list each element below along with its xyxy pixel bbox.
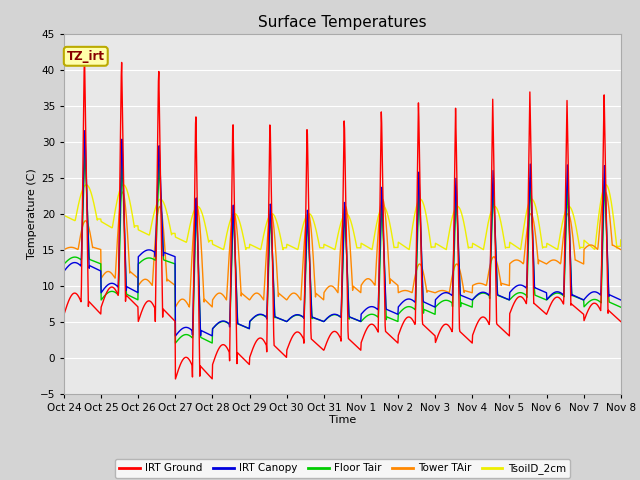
- Y-axis label: Temperature (C): Temperature (C): [27, 168, 37, 259]
- Tower TAir: [170, 282, 178, 288]
- Title: Surface Temperatures: Surface Temperatures: [258, 15, 427, 30]
- Tower TAir: [429, 289, 437, 295]
- IRT Ground: [617, 319, 625, 324]
- Line: IRT Canopy: IRT Canopy: [64, 131, 621, 336]
- IRT Canopy: [617, 297, 625, 303]
- Floor Tair: [185, 332, 193, 338]
- TsoilD_2cm: [83, 182, 90, 188]
- IRT Canopy: [552, 289, 559, 295]
- Floor Tair: [60, 261, 68, 267]
- Line: Floor Tair: Floor Tair: [64, 151, 621, 343]
- Line: IRT Ground: IRT Ground: [64, 54, 621, 379]
- IRT Ground: [60, 312, 68, 317]
- IRT Ground: [247, 351, 255, 357]
- Floor Tair: [429, 311, 437, 316]
- Tower TAir: [502, 282, 509, 288]
- IRT Ground: [429, 332, 437, 337]
- IRT Canopy: [172, 333, 179, 339]
- Tower TAir: [172, 304, 179, 310]
- IRT Ground: [502, 330, 510, 336]
- Floor Tair: [172, 340, 179, 346]
- TsoilD_2cm: [171, 230, 179, 236]
- Tower TAir: [551, 257, 559, 263]
- Line: Tower TAir: Tower TAir: [64, 192, 621, 307]
- Floor Tair: [617, 304, 625, 310]
- IRT Canopy: [429, 303, 437, 309]
- IRT Canopy: [502, 296, 510, 301]
- TsoilD_2cm: [552, 245, 559, 251]
- Floor Tair: [502, 296, 510, 301]
- Text: TZ_irt: TZ_irt: [67, 50, 105, 63]
- IRT Ground: [552, 295, 559, 300]
- Tower TAir: [617, 247, 625, 252]
- Line: TsoilD_2cm: TsoilD_2cm: [64, 185, 621, 250]
- Floor Tair: [171, 261, 179, 266]
- TsoilD_2cm: [184, 231, 192, 237]
- IRT Canopy: [185, 325, 193, 331]
- IRT Ground: [172, 376, 179, 382]
- TsoilD_2cm: [60, 213, 68, 218]
- X-axis label: Time: Time: [329, 415, 356, 425]
- TsoilD_2cm: [246, 242, 254, 248]
- TsoilD_2cm: [429, 244, 437, 250]
- TsoilD_2cm: [617, 237, 625, 243]
- IRT Canopy: [247, 317, 255, 323]
- Floor Tair: [81, 148, 89, 154]
- Floor Tair: [247, 317, 255, 323]
- Legend: IRT Ground, IRT Canopy, Floor Tair, Tower TAir, TsoilD_2cm: IRT Ground, IRT Canopy, Floor Tair, Towe…: [115, 459, 570, 479]
- IRT Ground: [81, 51, 88, 57]
- TsoilD_2cm: [479, 247, 487, 252]
- IRT Ground: [185, 356, 193, 362]
- IRT Canopy: [81, 128, 89, 133]
- Tower TAir: [60, 247, 68, 252]
- IRT Canopy: [60, 268, 68, 274]
- Tower TAir: [184, 302, 192, 308]
- TsoilD_2cm: [502, 244, 510, 251]
- Tower TAir: [602, 189, 609, 195]
- Tower TAir: [246, 296, 254, 301]
- IRT Ground: [171, 318, 179, 324]
- IRT Canopy: [171, 253, 179, 259]
- Floor Tair: [552, 290, 559, 296]
